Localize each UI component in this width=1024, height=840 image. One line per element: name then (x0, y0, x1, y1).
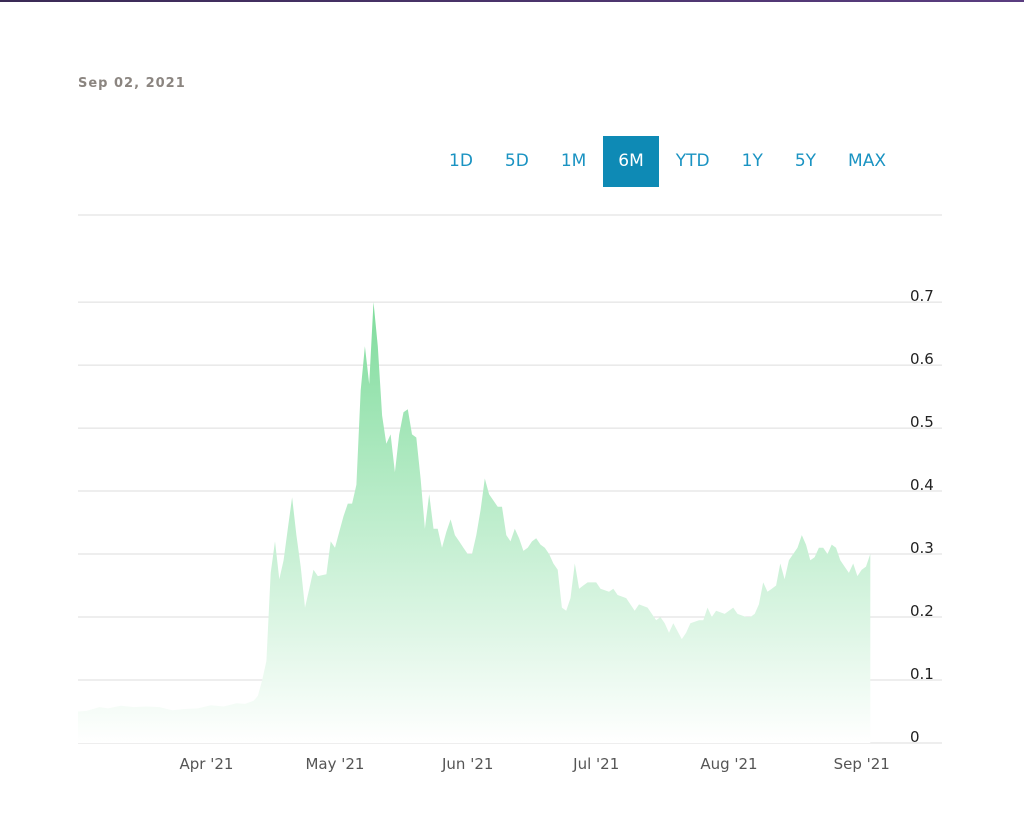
x-tick-label: Jun '21 (441, 755, 493, 773)
range-button-6m[interactable]: 6M (603, 136, 659, 187)
series-area (78, 302, 871, 743)
range-button-max[interactable]: MAX (848, 151, 886, 171)
y-tick-label: 0.7 (910, 287, 934, 305)
x-tick-label: Apr '21 (180, 755, 234, 773)
x-tick-label: Aug '21 (700, 755, 757, 773)
top-accent-line (0, 0, 1024, 2)
range-button-1d[interactable]: 1D (449, 151, 473, 171)
range-button-5y[interactable]: 5Y (794, 151, 817, 171)
y-tick-label: 0.3 (910, 539, 934, 557)
x-tick-label: May '21 (305, 755, 364, 773)
y-tick-label: 0.4 (910, 476, 934, 494)
range-button-1m[interactable]: 1M (560, 151, 587, 171)
x-tick-label: Sep '21 (834, 755, 890, 773)
range-button-5d[interactable]: 5D (504, 151, 529, 171)
range-button-ytd[interactable]: YTD (675, 151, 710, 171)
date-label: Sep 02, 2021 (78, 76, 186, 91)
y-tick-label: 0.1 (910, 665, 934, 683)
range-selector: 1D 5D 1M 6M YTD 1Y 5Y MAX (434, 136, 903, 187)
range-button-1y[interactable]: 1Y (741, 151, 763, 171)
y-tick-label: 0.6 (910, 350, 934, 368)
y-tick-label: 0.2 (910, 602, 934, 620)
y-tick-label: 0.5 (910, 413, 934, 431)
x-tick-label: Jul '21 (572, 755, 619, 773)
y-tick-label: 0 (910, 728, 920, 746)
